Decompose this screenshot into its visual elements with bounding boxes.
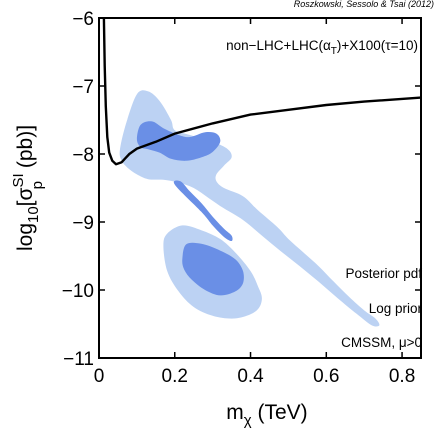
y-axis-ticks: −11 −10 −9 −8 −7 −6	[62, 9, 421, 370]
pdf-annotation: Posterior pdf	[345, 266, 422, 281]
model-annotation: CMSSM, μ>0	[341, 335, 422, 350]
y-tick-label: −10	[62, 281, 94, 302]
y-axis-label: log10[σSI p (pb)]	[10, 125, 46, 251]
x-tick-label: 0.8	[389, 366, 415, 387]
y-tick-label: −9	[72, 213, 94, 234]
x-tick-label: 0.4	[237, 366, 264, 387]
credible-regions-68	[136, 121, 244, 296]
prior-annotation: Log prior	[369, 301, 423, 316]
y-tick-label: −7	[72, 77, 94, 98]
x-axis-ticks: 0 0.2 0.4 0.6 0.8	[94, 18, 415, 387]
y-tick-label: −6	[72, 9, 94, 30]
dataset-annotation: non−LHC+LHC(αT)+X100(τ=10)	[226, 38, 418, 57]
x-tick-label: 0	[94, 366, 105, 387]
limit-curve	[102, 17, 422, 166]
plot-frame	[98, 17, 422, 359]
limit-curves	[102, 17, 422, 166]
x-tick-label: 0.2	[162, 366, 188, 387]
y-tick-label: −8	[72, 145, 94, 166]
x-axis-label: mχ (TeV)	[226, 401, 307, 429]
region-68	[136, 121, 221, 161]
region-68	[173, 180, 233, 242]
x-tick-label: 0.6	[313, 366, 339, 387]
y-tick-label: −11	[63, 349, 94, 370]
region-68	[182, 242, 244, 296]
credit-text: Roszkowski, Sessolo & Tsai (2012)	[294, 0, 434, 9]
